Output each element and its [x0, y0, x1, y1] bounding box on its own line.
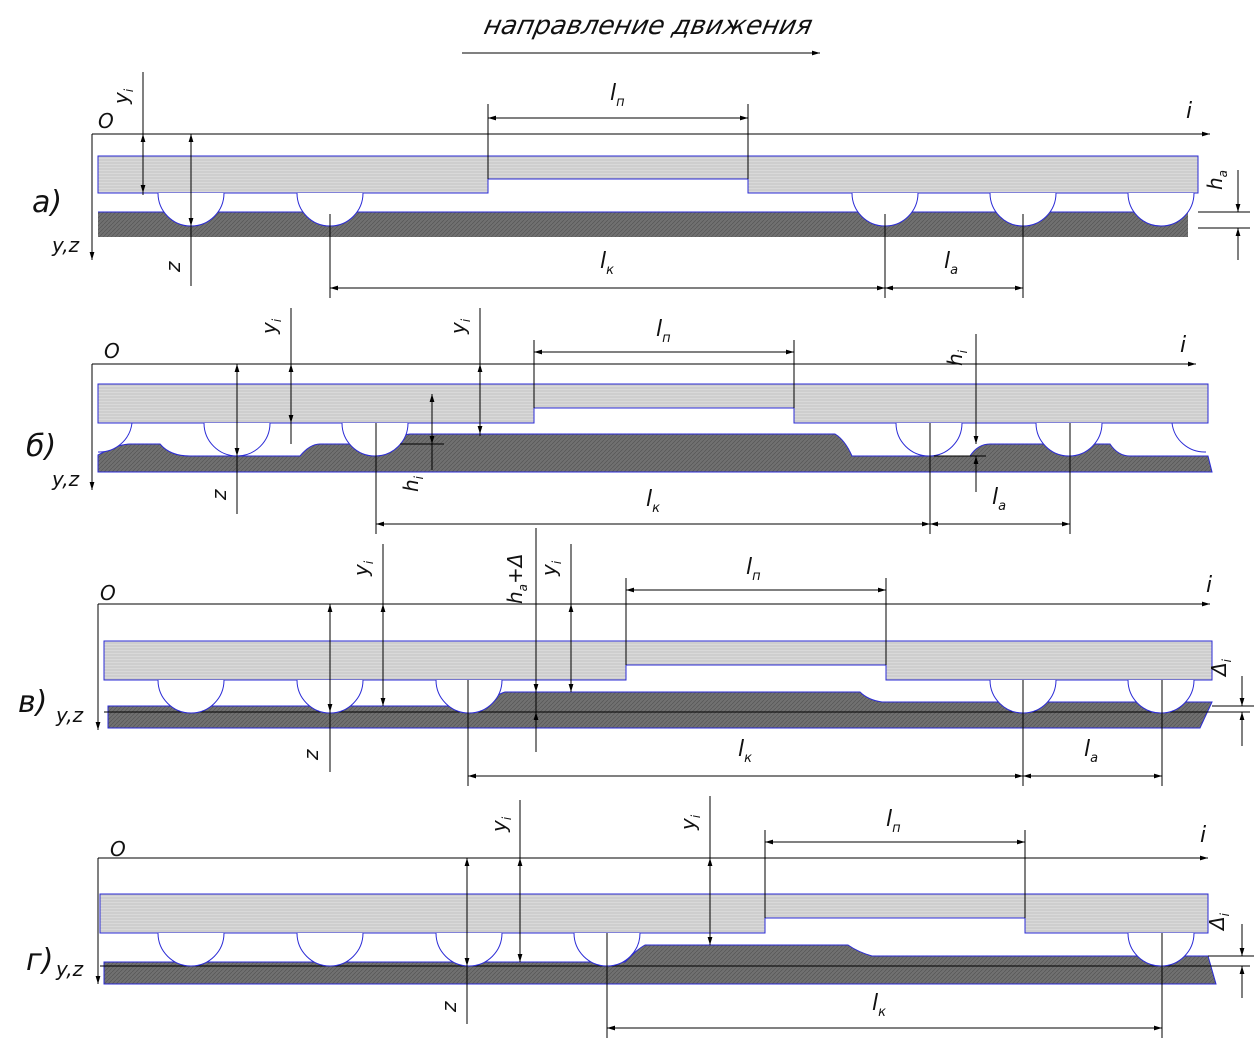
upper-band	[103, 640, 1213, 681]
panel-b: б) O y,z i lп yi z yi	[26, 308, 1213, 534]
rollers	[97, 422, 1207, 457]
svg-text:yi: yi	[257, 318, 284, 335]
ha-label: ha	[1203, 170, 1230, 190]
svg-text:lк: lк	[646, 487, 660, 516]
yi-label: yi	[109, 88, 136, 105]
rollers	[157, 932, 1195, 967]
la-label: la	[944, 249, 958, 278]
panel-label: в)	[18, 685, 47, 720]
motion-direction: направление движения	[462, 11, 820, 56]
svg-text:yi: yi	[676, 814, 703, 831]
svg-text:hi: hi	[943, 349, 970, 366]
axis-yz-label: y,z	[51, 233, 80, 257]
origin-label: O	[98, 109, 114, 133]
svg-text:ha+Δ: ha+Δ	[503, 554, 530, 605]
axis-i-label: i	[1200, 823, 1206, 848]
ln-label: lп	[656, 317, 671, 346]
svg-text:la: la	[992, 485, 1006, 514]
svg-text:Δi: Δi	[1207, 658, 1234, 678]
axis-i-label: i	[1186, 99, 1192, 124]
svg-text:hi: hi	[399, 475, 426, 492]
svg-text:yi: yi	[446, 318, 473, 335]
ln-label: lп	[610, 81, 625, 110]
axis-i-label: i	[1180, 333, 1186, 358]
panel-label: б)	[26, 429, 56, 464]
svg-text:Δi: Δi	[1205, 912, 1232, 932]
svg-text:la: la	[1084, 737, 1098, 766]
motion-direction-label: направление движения	[481, 11, 815, 41]
svg-text:z: z	[207, 489, 231, 501]
axis-yz-label: y,z	[55, 957, 84, 981]
panel-g: г) O y,z i lп z yi yi	[26, 796, 1254, 1038]
axis-i-label: i	[1206, 573, 1212, 598]
svg-text:lк: lк	[872, 991, 886, 1020]
origin-label: O	[104, 339, 120, 363]
axis-yz-label: y,z	[55, 703, 84, 727]
upper-band	[99, 893, 1209, 934]
svg-text:lп: lп	[886, 807, 901, 836]
lower-band	[103, 944, 1217, 985]
svg-text:lк: lк	[738, 737, 752, 766]
svg-text:yi: yi	[487, 816, 514, 833]
svg-text:z: z	[299, 749, 323, 761]
lk-label: lк	[600, 249, 614, 278]
rollers	[157, 192, 1195, 227]
origin-label: O	[110, 837, 126, 861]
panel-a: а) O y,z i lп yi z	[32, 72, 1250, 298]
axis-yz-label: y,z	[51, 467, 80, 491]
panel-label: а)	[32, 185, 62, 220]
z-label: z	[161, 261, 185, 273]
svg-text:yi: yi	[349, 560, 376, 577]
upper-band	[97, 383, 1209, 424]
svg-text:z: z	[437, 1001, 461, 1013]
panel-v: в) O y,z i lп z yi ha+Δ	[18, 528, 1254, 786]
origin-label: O	[100, 581, 116, 605]
svg-text:lп: lп	[746, 555, 761, 584]
panel-label: г)	[26, 943, 53, 978]
svg-text:yi: yi	[537, 560, 564, 577]
upper-band	[97, 155, 1199, 194]
